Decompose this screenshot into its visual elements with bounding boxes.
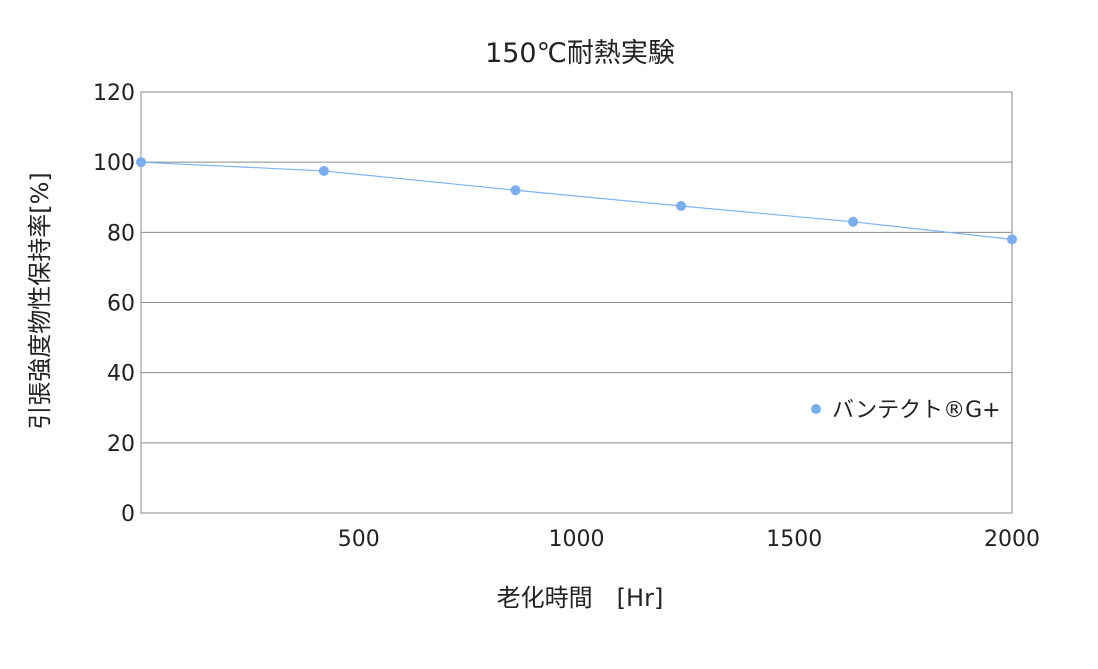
plot-frame: [140, 91, 1013, 514]
series-line: [140, 161, 1013, 240]
x-tick-label: 1000: [549, 527, 605, 552]
y-axis-label: 引張強度物性保持率[%]: [26, 172, 54, 430]
x-axis-ticks: 500 1000 1500 2000: [338, 527, 1040, 552]
data-point: [318, 165, 329, 176]
y-axis-ticks: 0 20 40 60 80 100 120: [93, 81, 135, 527]
data-point: [848, 216, 859, 227]
y-tick-label: 120: [93, 81, 135, 106]
legend-marker: [811, 404, 821, 414]
y-tick-label: 80: [107, 221, 135, 246]
y-tick-label: 0: [121, 502, 135, 527]
data-point: [136, 157, 146, 168]
legend: バンテクト®G+: [811, 398, 1001, 423]
series-group: [136, 157, 1017, 245]
data-point: [676, 201, 687, 212]
chart-title: 150℃耐熱実験: [485, 38, 675, 69]
data-point: [510, 185, 521, 196]
x-tick-label: 2000: [984, 527, 1040, 552]
data-point: [1007, 234, 1017, 245]
legend-label: バンテクト®G+: [832, 398, 1001, 423]
x-tick-label: 500: [338, 527, 380, 552]
gridlines: [141, 91, 1012, 514]
y-tick-label: 20: [107, 432, 135, 457]
x-axis-label: 老化時間 [Hr]: [497, 584, 664, 612]
y-tick-label: 100: [93, 151, 135, 176]
y-tick-label: 60: [107, 292, 135, 317]
x-tick-label: 1500: [766, 527, 822, 552]
y-tick-label: 40: [107, 362, 135, 387]
